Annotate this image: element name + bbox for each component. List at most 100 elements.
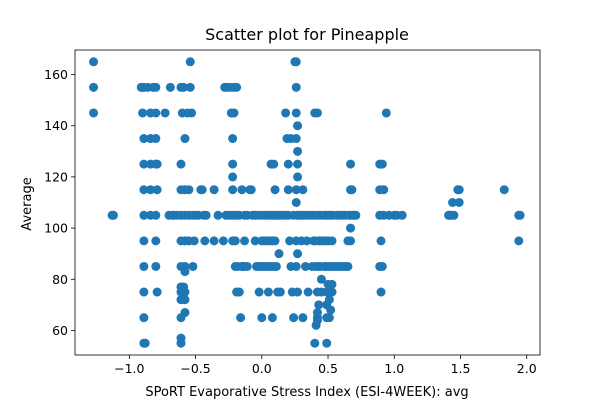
scatter-point xyxy=(180,287,190,297)
scatter-point xyxy=(139,236,149,246)
scatter-point xyxy=(151,134,161,144)
scatter-point xyxy=(454,198,464,207)
scatter-point xyxy=(139,185,149,195)
scatter-point xyxy=(240,236,250,246)
scatter-point xyxy=(324,295,334,305)
scatter-point xyxy=(291,261,301,271)
scatter-point xyxy=(283,159,293,169)
y-axis-label: Average xyxy=(20,177,35,230)
scatter-point xyxy=(263,287,273,297)
scatter-point xyxy=(269,159,279,169)
scatter-point xyxy=(188,261,198,271)
scatter-point xyxy=(197,185,207,195)
scatter-point xyxy=(397,210,407,220)
scatter-point xyxy=(310,338,320,348)
scatter-point xyxy=(237,185,247,195)
scatter-point xyxy=(314,300,324,310)
scatter-point xyxy=(138,108,148,118)
scatter-point xyxy=(274,249,284,259)
scatter-point xyxy=(377,261,387,271)
scatter-point xyxy=(322,338,332,348)
scatter-point xyxy=(283,185,293,195)
scatter-point xyxy=(327,279,337,289)
scatter-point xyxy=(324,313,334,323)
scatter-point xyxy=(151,108,161,118)
scatter-point xyxy=(285,236,295,246)
scatter-point xyxy=(291,82,301,92)
scatter-point xyxy=(293,172,303,182)
scatter-point xyxy=(201,210,211,220)
scatter-point xyxy=(379,185,389,195)
scatter-point xyxy=(381,108,391,118)
scatter-point xyxy=(89,108,99,118)
scatter-point xyxy=(185,82,195,92)
scatter-point xyxy=(346,159,356,169)
scatter-point xyxy=(228,185,238,195)
x-tick-label: 1.5 xyxy=(451,361,471,376)
scatter-point xyxy=(146,185,156,195)
scatter-point xyxy=(152,159,162,169)
scatter-point xyxy=(448,198,458,207)
scatter-point xyxy=(275,287,285,297)
scatter-point xyxy=(209,185,219,195)
scatter-point xyxy=(454,185,464,195)
scatter-point xyxy=(230,236,240,246)
scatter-point xyxy=(312,108,322,118)
scatter-point xyxy=(151,210,161,220)
scatter-point xyxy=(236,313,246,323)
scatter-point xyxy=(297,236,307,246)
scatter-point xyxy=(108,210,118,220)
scatter-point xyxy=(151,261,161,271)
scatter-point xyxy=(326,305,336,315)
y-tick-label: 60 xyxy=(52,323,68,338)
y-tick-label: 120 xyxy=(44,169,68,184)
scatter-point xyxy=(270,185,280,195)
x-tick-label: −0.5 xyxy=(180,361,210,376)
scatter-point xyxy=(301,261,311,271)
scatter-point xyxy=(293,159,303,169)
x-tick-label: 1.0 xyxy=(384,361,404,376)
scatter-point xyxy=(151,82,161,92)
scatter-point xyxy=(139,287,149,297)
scatter-point xyxy=(250,236,260,246)
scatter-point xyxy=(139,313,149,323)
scatter-point xyxy=(139,261,149,271)
scatter-point xyxy=(180,308,190,318)
x-axis-label: SPoRT Evaporative Stress Index (ESI-4WEE… xyxy=(145,385,468,400)
scatter-point xyxy=(312,315,322,325)
scatter-point xyxy=(242,261,252,271)
scatter-point xyxy=(316,274,326,284)
x-tick-label: 2.0 xyxy=(517,361,537,376)
scatter-point xyxy=(514,236,524,246)
scatter-point xyxy=(312,308,322,318)
scatter-point xyxy=(327,236,337,246)
scatter-point xyxy=(139,134,149,144)
scatter-point xyxy=(232,287,242,297)
scatter-point xyxy=(246,185,256,195)
scatter-point xyxy=(228,134,238,144)
scatter-point xyxy=(152,185,162,195)
scatter-point xyxy=(267,313,277,323)
scatter-point xyxy=(377,159,387,169)
axes-layer: −1.0 −0.5 0.0 0.5 1.0 1.5 2.0 60 80 100 120 140 160 xyxy=(44,49,541,376)
scatter-point xyxy=(291,57,301,67)
scatter-point xyxy=(499,185,509,195)
scatter-point xyxy=(152,287,162,297)
scatter-point xyxy=(449,210,459,220)
x-tick-label: 0.5 xyxy=(318,361,338,376)
scatter-point xyxy=(376,236,386,246)
scatter-point xyxy=(176,159,186,169)
scatter-point xyxy=(346,236,356,246)
chart-title: Scatter plot for Pineapple xyxy=(205,25,409,44)
scatter-point xyxy=(232,82,242,92)
scatter-point xyxy=(185,57,195,67)
scatter-point xyxy=(140,338,150,348)
x-tick-label: −1.0 xyxy=(114,361,144,376)
scatter-point xyxy=(347,185,357,195)
scatter-point xyxy=(346,223,356,233)
scatter-point xyxy=(209,236,219,246)
y-tick-label: 160 xyxy=(44,67,68,82)
scatter-point xyxy=(176,338,186,348)
scatter-point xyxy=(89,82,99,92)
